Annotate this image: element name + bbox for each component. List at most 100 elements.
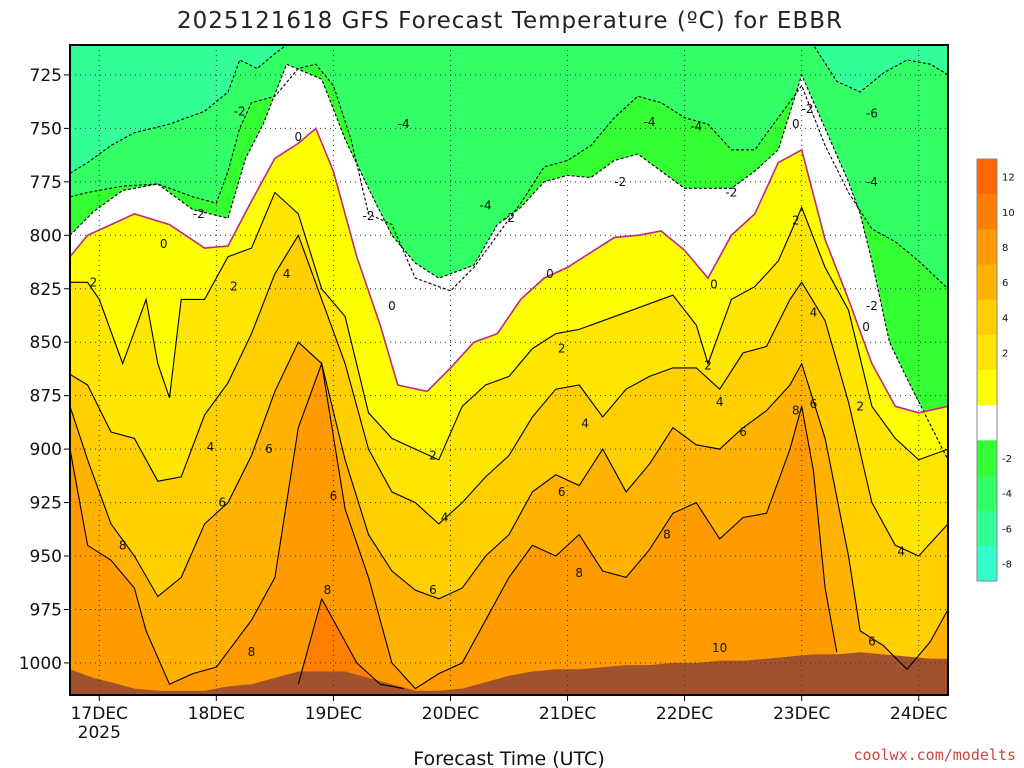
- band-above-8: [70, 363, 837, 695]
- contour-label: 2: [558, 342, 566, 356]
- colorbar-tick-label: 2: [1002, 348, 1008, 359]
- y-tick-label: 925: [30, 494, 62, 514]
- contour-label: -6: [866, 106, 878, 120]
- chart-title: 2025121618 GFS Forecast Temperature (ºC)…: [177, 8, 843, 34]
- colorbar-swatch: [977, 299, 997, 336]
- isotherm-10: [297, 597, 404, 690]
- isotherm--2: [70, 63, 948, 461]
- y-tick-label: 875: [30, 387, 62, 407]
- contour-label: 4: [283, 267, 291, 281]
- contour-label: -2: [363, 209, 375, 223]
- x-axis: 17DEC 18DEC 19DEC 20DEC 21DEC 22DEC 23DEC 24DEC…: [71, 695, 947, 743]
- contour-label: 6: [265, 442, 273, 456]
- isotherm-0: [70, 127, 948, 414]
- contour-label: -4: [398, 117, 410, 131]
- colorbar-swatch: [977, 405, 997, 441]
- contour-label: 0: [710, 278, 718, 292]
- y-tick-label: 975: [30, 601, 62, 621]
- x-axis-label: Forecast Time (UTC): [413, 748, 604, 768]
- x-tick-label: 24DEC: [890, 704, 947, 724]
- contour-label: 6: [868, 635, 876, 649]
- contour-label: -4: [480, 198, 492, 212]
- colorbar-swatch: [977, 194, 997, 230]
- contour-label: 4: [810, 305, 818, 319]
- plot-frame: [69, 44, 949, 696]
- colorbar-swatch: [977, 475, 997, 512]
- contour-label: 2: [792, 213, 800, 227]
- contour-label: 4: [207, 440, 215, 454]
- contour-label: -2: [193, 207, 205, 221]
- y-tick-label: 950: [30, 547, 62, 567]
- isotherm-lines: [70, 45, 948, 690]
- contour-label: 0: [294, 130, 302, 144]
- contour-label: -4: [690, 119, 702, 133]
- credit-text: coolwx.com/modelts: [853, 746, 1016, 764]
- contour-label: 2: [704, 359, 712, 373]
- contour-label: 4: [441, 511, 449, 525]
- contour-label: 2: [429, 449, 437, 463]
- ground-layer: [70, 652, 948, 695]
- colorbar-tick-label: -6: [1002, 524, 1012, 535]
- y-tick-label: 825: [30, 280, 62, 300]
- band-below-minus6: [70, 45, 948, 174]
- colorbar-tick-label: 8: [1002, 243, 1008, 254]
- contour-label: -2: [234, 104, 246, 118]
- contour-label: 4: [897, 545, 905, 559]
- contour-label: -2: [802, 102, 814, 116]
- contour-label: 6: [739, 425, 747, 439]
- temperature-bands: [70, 45, 948, 695]
- colorbar: 12 10 8 6 4 2 -2 -4 -6 -8: [976, 158, 1015, 582]
- contour-label: 0: [160, 237, 168, 251]
- contour-label: 8: [663, 528, 671, 542]
- contour-label: 0: [862, 320, 870, 334]
- contour-label: -2: [866, 299, 878, 313]
- contour-label: 0: [546, 267, 554, 281]
- colorbar-swatch: [977, 440, 997, 476]
- isotherm-2: [70, 191, 948, 461]
- contour-label: 4: [716, 395, 724, 409]
- x-year-label: 2025: [78, 723, 121, 743]
- x-tick-label: 20DEC: [422, 704, 479, 724]
- contour-label: 10: [712, 641, 727, 655]
- contour-label: 8: [119, 538, 127, 552]
- colorbar-tick-label: 12: [1002, 173, 1015, 184]
- contour-label: -4: [866, 175, 878, 189]
- contour-label: 0: [792, 117, 800, 131]
- y-tick-label: 775: [30, 173, 62, 193]
- contour-label: 8: [575, 566, 583, 580]
- colorbar-frame: [976, 158, 998, 582]
- grid-lines: [70, 45, 948, 695]
- contour-label: 4: [581, 417, 589, 431]
- colorbar-tick-label: 10: [1002, 208, 1015, 219]
- contour-label: 8: [248, 645, 256, 659]
- x-tick-label: 18DEC: [188, 704, 245, 724]
- isotherm--6: [70, 45, 948, 174]
- x-tick-label: 21DEC: [539, 704, 596, 724]
- contour-label: 6: [218, 496, 226, 510]
- colorbar-swatch: [977, 264, 997, 301]
- y-tick-label: 900: [30, 440, 62, 460]
- colorbar-swatch: [977, 370, 997, 406]
- x-tick-label: 17DEC: [71, 704, 128, 724]
- isotherm--4: [70, 63, 948, 292]
- isotherm-4: [70, 234, 948, 557]
- colorbar-swatch: [977, 510, 997, 547]
- contour-label: 8: [792, 404, 800, 418]
- colorbar-swatch: [977, 159, 997, 195]
- x-tick-label: 23DEC: [773, 704, 830, 724]
- colorbar-tick-label: -8: [1002, 559, 1012, 570]
- contour-label: 6: [330, 489, 338, 503]
- colorbar-tick-label: 6: [1002, 278, 1008, 289]
- contour-label: 2: [856, 399, 864, 413]
- band-above-10: [298, 598, 404, 695]
- contour-label: -2: [614, 175, 626, 189]
- colorbar-tick-label: 4: [1002, 313, 1008, 324]
- isotherm-8: [70, 361, 838, 690]
- contour-label: 8: [324, 583, 332, 597]
- contour-label: 0: [388, 299, 396, 313]
- contour-label: 2: [90, 275, 98, 289]
- x-tick-label: 19DEC: [305, 704, 362, 724]
